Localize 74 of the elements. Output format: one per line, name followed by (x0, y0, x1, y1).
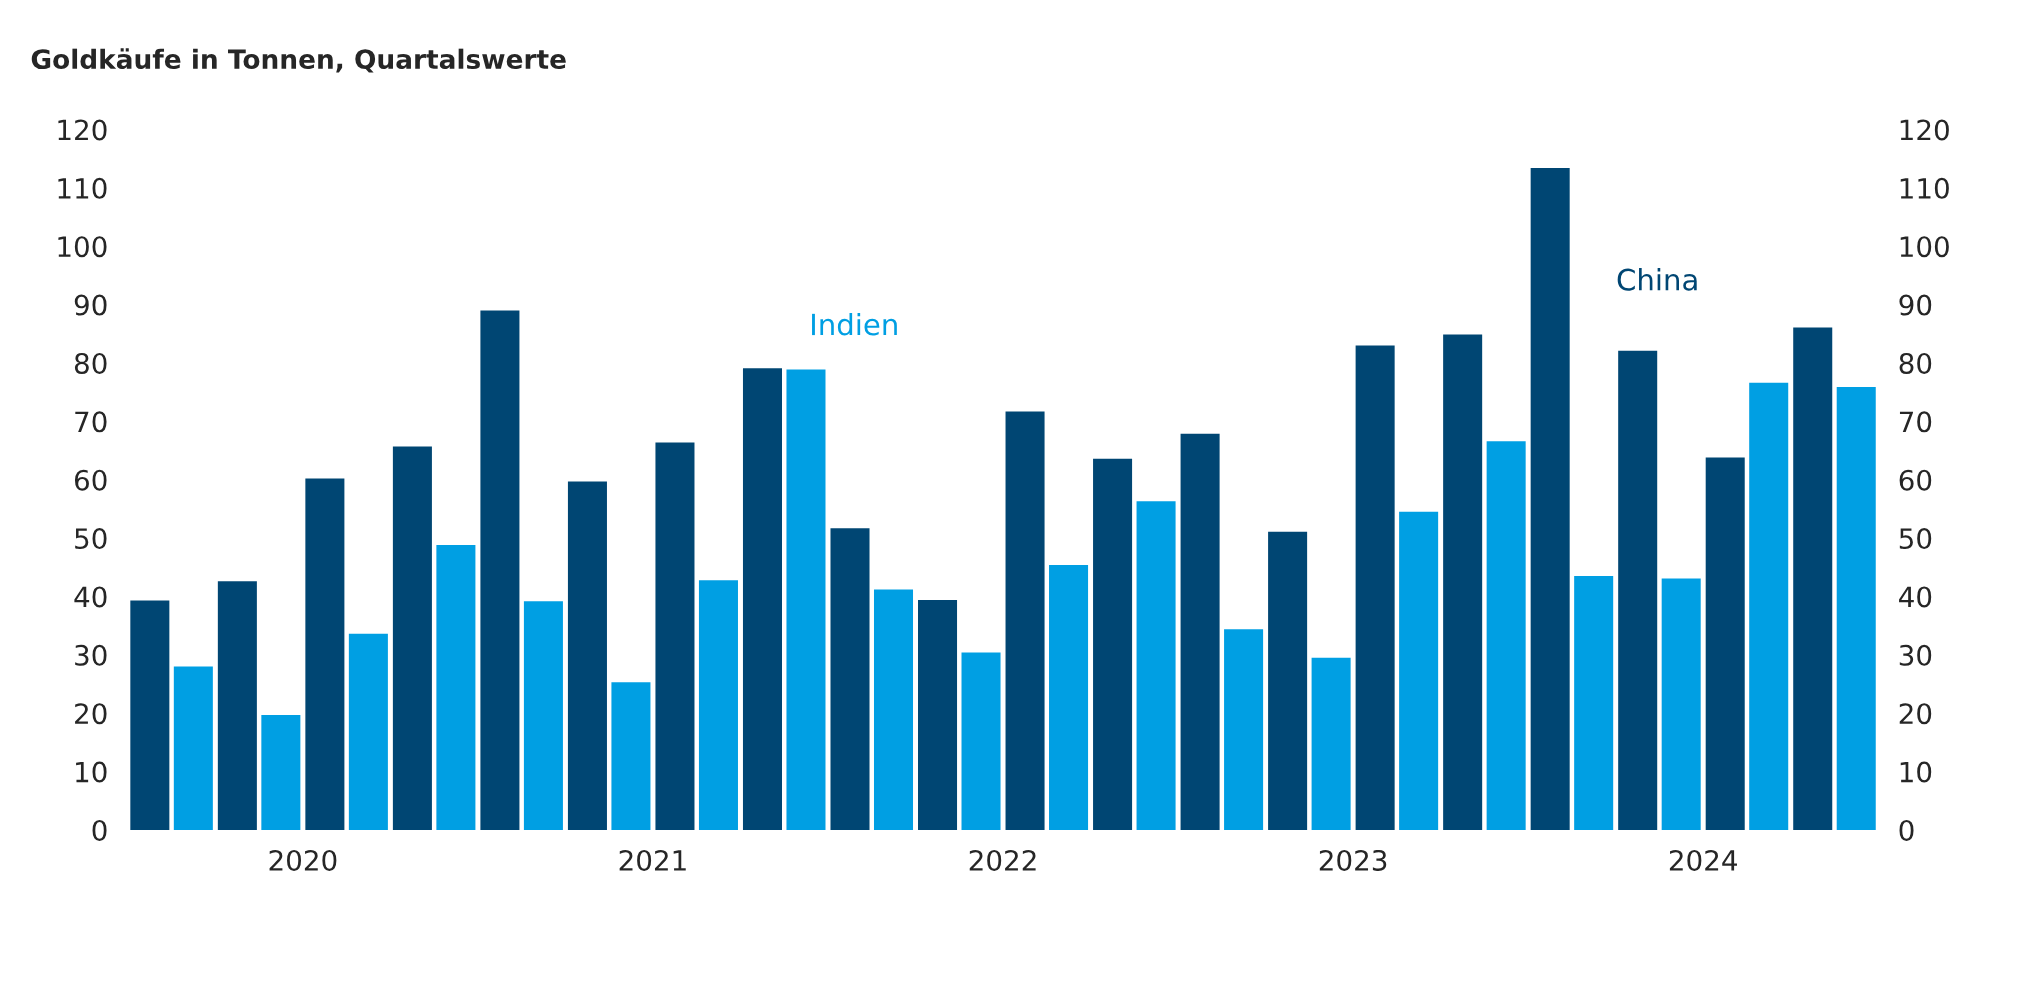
y2-tick-label: 30 (1899, 644, 1932, 666)
bar (1136, 501, 1176, 830)
y-tick-label: 120 (58, 119, 107, 141)
x-tick-label: 2020 (269, 849, 337, 871)
bar (1793, 327, 1833, 830)
x-tick-label: 2023 (1319, 849, 1387, 871)
bar (1443, 334, 1483, 830)
x-tick-label: 2024 (1669, 849, 1737, 871)
bar (392, 446, 432, 830)
y-tick-label: 30 (75, 644, 107, 666)
bar (1836, 386, 1876, 830)
bar (305, 478, 345, 830)
y-tick-label: 40 (74, 586, 107, 608)
y-tick-label: 0 (92, 819, 107, 841)
y-tick-label: 60 (74, 469, 107, 491)
bar (1180, 433, 1220, 830)
bar (1530, 168, 1570, 830)
y-tick-label: 10 (76, 761, 107, 783)
y-tick-label: 110 (58, 177, 107, 199)
bar (830, 528, 870, 830)
bar (1311, 657, 1351, 830)
y-tick-label: 80 (74, 352, 107, 374)
y2-tick-label: 60 (1899, 469, 1932, 491)
bar (1574, 576, 1614, 830)
bar (1049, 564, 1089, 830)
y2-tick-label: 120 (1900, 119, 1949, 141)
y2-tick-label: 20 (1899, 703, 1932, 725)
bar (436, 545, 476, 830)
bar (873, 589, 914, 830)
bar (1093, 458, 1133, 830)
y2-tick-label: 0 (1899, 819, 1914, 841)
bar (1268, 531, 1308, 830)
bar (698, 580, 738, 830)
bar (523, 601, 563, 830)
y2-tick-label: 110 (1900, 177, 1949, 199)
bar (1486, 441, 1526, 830)
y2-tick-label: 80 (1899, 352, 1932, 374)
y-tick-label: 70 (75, 411, 107, 433)
y2-tick-label: 70 (1899, 411, 1932, 433)
bar (1224, 629, 1264, 830)
bar (1005, 411, 1045, 830)
y-tick-label: 50 (75, 528, 107, 550)
bar (655, 442, 695, 830)
y2-tick-label: 10 (1900, 761, 1932, 783)
bar (567, 481, 607, 830)
y-tick-label: 90 (74, 294, 107, 316)
bar (1661, 578, 1701, 830)
y-tick-label: 100 (58, 236, 107, 258)
series-label: Indien (812, 312, 897, 336)
bar (130, 600, 170, 830)
bar (261, 714, 301, 830)
y2-tick-label: 100 (1900, 236, 1949, 258)
bar (1705, 457, 1745, 830)
x-tick-label: 2022 (969, 849, 1036, 871)
bar (348, 633, 388, 830)
bar (480, 310, 520, 830)
x-tick-label: 2021 (619, 849, 686, 871)
bar (786, 369, 826, 830)
bar (1355, 345, 1395, 830)
bar (217, 581, 257, 830)
bar (1749, 382, 1789, 830)
chart-title: Goldkäufe in Tonnen, Quartalswerte (31, 48, 566, 73)
bar (611, 682, 651, 830)
y2-tick-label: 50 (1899, 528, 1932, 550)
bar (1618, 350, 1658, 830)
bar (742, 368, 782, 830)
y2-tick-label: 40 (1899, 586, 1932, 608)
series-label: China (1617, 268, 1697, 291)
y-tick-label: 20 (75, 703, 107, 725)
y2-tick-label: 90 (1899, 294, 1932, 316)
bar (1399, 511, 1439, 830)
bar (918, 599, 958, 830)
bar (961, 652, 1001, 830)
bar (173, 666, 213, 830)
